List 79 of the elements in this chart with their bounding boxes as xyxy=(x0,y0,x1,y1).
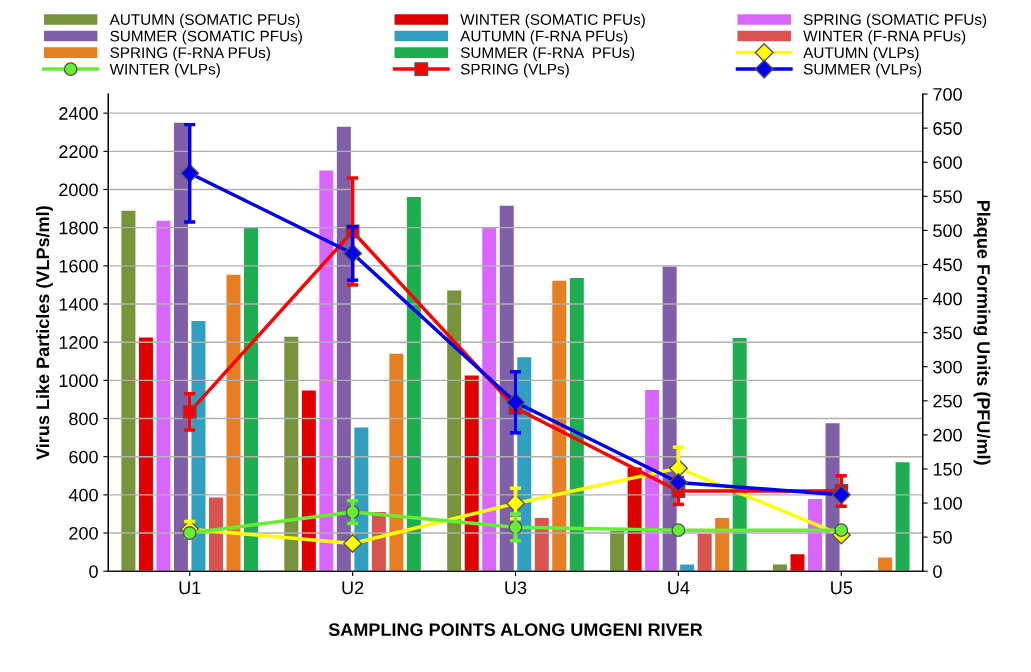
bar xyxy=(569,278,584,572)
y2-tick-label: 200 xyxy=(933,428,962,442)
y-tick-label: 2000 xyxy=(59,183,98,197)
legend-label: AUTUMN (F-RNA PFUs) xyxy=(460,30,628,45)
y2-tick-label: 100 xyxy=(933,496,962,510)
y2-tick-label: 500 xyxy=(933,224,962,238)
x-tick-label: U5 xyxy=(831,581,853,595)
legend-label: AUTUMN (VLPs) xyxy=(803,46,919,62)
bar xyxy=(243,226,258,572)
bar xyxy=(895,462,910,572)
bar xyxy=(552,280,567,572)
bar xyxy=(406,197,421,572)
bar xyxy=(121,210,136,572)
bar xyxy=(482,226,497,572)
bar xyxy=(610,530,625,572)
bar xyxy=(447,290,462,572)
bar xyxy=(208,497,223,572)
bar xyxy=(301,390,316,572)
y-tick-label: 1400 xyxy=(59,297,98,311)
y2-tick-label: 300 xyxy=(933,360,962,374)
bar xyxy=(464,375,479,572)
legend-label: AUTUMN (SOMATIC PFUs) xyxy=(109,13,300,28)
legend-label: SUMMER (F-RNA PFUs) xyxy=(460,46,635,62)
bar xyxy=(680,564,695,572)
legend-label: WINTER (F-RNA PFUs) xyxy=(803,30,966,45)
y2-tick-label: 600 xyxy=(933,156,962,169)
y-tick-label: 400 xyxy=(68,488,98,502)
point xyxy=(343,533,363,554)
bar xyxy=(226,274,241,572)
legend-label: SUMMER (VLPs) xyxy=(803,63,922,78)
y2-tick-label: 450 xyxy=(932,258,962,272)
y-tick-label: 800 xyxy=(69,412,98,426)
bar xyxy=(156,220,171,572)
y-tick-label: 600 xyxy=(69,450,98,464)
y-axis-title: Virus Like Particles (VLPs/ml) xyxy=(35,206,53,460)
y2-tick-label: 50 xyxy=(933,531,952,544)
x-tick-label: U1 xyxy=(179,581,201,595)
legend-label: SPRING (SOMATIC PFUs) xyxy=(803,13,987,28)
y-tick-label: 2400 xyxy=(59,107,98,120)
legend-label: SPRING (F-RNA PFUs) xyxy=(110,46,270,62)
y-tick-label: 1800 xyxy=(59,221,98,235)
bar xyxy=(284,336,299,572)
point xyxy=(831,485,851,505)
x-tick-label: U3 xyxy=(505,581,527,595)
bar xyxy=(697,533,712,572)
legend-label: SPRING (VLPs) xyxy=(460,63,569,78)
legend-label: WINTER (SOMATIC PFUs) xyxy=(460,13,645,28)
bar xyxy=(173,122,188,572)
bar xyxy=(389,353,404,572)
point xyxy=(182,526,197,540)
bar xyxy=(878,557,893,572)
point xyxy=(668,472,688,492)
y2-tick-label: 0 xyxy=(933,565,942,578)
y2-tick-label: 650 xyxy=(933,122,962,135)
y2-tick-label: 250 xyxy=(933,394,962,408)
y-tick-label: 200 xyxy=(69,526,98,540)
point xyxy=(671,523,686,538)
bar xyxy=(319,170,334,572)
legend-label: WINTER (VLPs) xyxy=(109,63,220,78)
y2-axis-title: Plaque Forming Units (PFU/ml) xyxy=(973,200,991,465)
y2-tick-label: 550 xyxy=(933,190,962,204)
y2-tick-label: 700 xyxy=(933,88,962,101)
bar xyxy=(790,554,805,572)
bar xyxy=(773,564,788,572)
x-tick-label: U2 xyxy=(342,581,364,595)
y2-tick-label: 150 xyxy=(933,462,962,476)
legend-label: SUMMER (SOMATIC PFUs) xyxy=(110,30,302,45)
x-axis-title: SAMPLING POINTS ALONG UMGENI RIVER xyxy=(328,623,703,637)
y-tick-label: 1200 xyxy=(59,336,98,349)
y2-tick-label: 350 xyxy=(933,326,962,340)
x-tick-label: U4 xyxy=(668,581,690,595)
y-tick-label: 1000 xyxy=(59,374,98,388)
bar xyxy=(138,337,153,572)
y-tick-label: 1600 xyxy=(59,259,98,273)
y2-tick-label: 400 xyxy=(932,292,962,306)
point xyxy=(834,523,849,538)
bar xyxy=(732,338,747,572)
y-tick-label: 2200 xyxy=(59,145,98,159)
y-tick-label: 0 xyxy=(89,565,98,578)
